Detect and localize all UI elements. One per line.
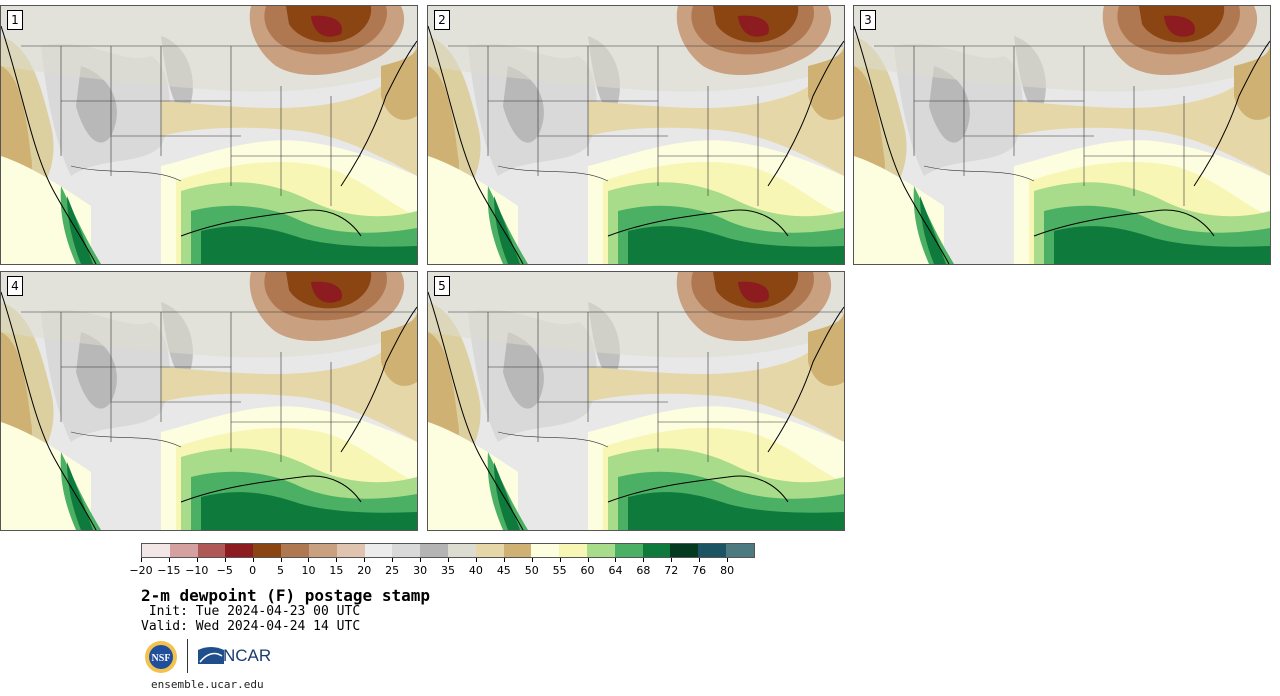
colorbar	[141, 543, 755, 558]
colorbar-tick	[168, 558, 170, 562]
stamp-number-2: 2	[434, 10, 450, 30]
nsf-logo-icon: NSF	[145, 641, 177, 673]
colorbar-segment-21	[726, 544, 754, 557]
dewpoint-map-2	[428, 6, 844, 264]
colorbar-segment-14	[531, 544, 560, 557]
colorbar-tick-label: 10	[301, 564, 316, 577]
stamp-number-5: 5	[434, 276, 450, 296]
colorbar-segment-2	[197, 544, 226, 557]
colorbar-tick	[141, 558, 142, 562]
dewpoint-map-1	[1, 6, 417, 264]
ncar-mark-icon	[198, 647, 224, 664]
colorbar-tick	[727, 558, 729, 562]
colorbar-tick-label: 72	[664, 564, 679, 577]
logos: NSF NCAR	[144, 638, 284, 674]
colorbar-segment-17	[614, 544, 643, 557]
colorbar-tick	[196, 558, 198, 562]
colorbar-tick-label: −5	[216, 564, 233, 577]
website-link[interactable]: ensemble.ucar.edu	[151, 678, 264, 691]
postage-stamp-1: 1	[0, 5, 418, 265]
dewpoint-map-4	[1, 272, 417, 530]
postage-stamp-5: 5	[427, 271, 845, 531]
colorbar-segment-4	[253, 544, 282, 557]
stamp-number-4: 4	[7, 276, 23, 296]
colorbar-tick-label: 76	[692, 564, 707, 577]
colorbar-tick	[364, 558, 366, 562]
plot-title: 2-m dewpoint (F) postage stamp	[141, 586, 430, 605]
stamp-number-1: 1	[7, 10, 23, 30]
colorbar-tick-label: 25	[385, 564, 400, 577]
colorbar-tick	[615, 558, 617, 562]
colorbar-segment-20	[698, 544, 727, 557]
colorbar-tick-label: 64	[608, 564, 623, 577]
svg-text:NSF: NSF	[152, 653, 171, 664]
colorbar-tick-label: 20	[357, 564, 372, 577]
colorbar-segment-5	[281, 544, 309, 557]
colorbar-tick-label: 68	[636, 564, 651, 577]
colorbar-tick-label: 15	[329, 564, 344, 577]
colorbar-tick-label: 60	[580, 564, 595, 577]
colorbar-tick	[336, 558, 338, 562]
colorbar-tick	[671, 558, 673, 562]
colorbar-tick	[559, 558, 561, 562]
colorbar-segment-9	[392, 544, 421, 557]
colorbar-segment-1	[169, 544, 198, 557]
colorbar-segment-0	[142, 544, 170, 557]
colorbar-tick-label: 40	[468, 564, 483, 577]
postage-stamp-4: 4	[0, 271, 418, 531]
logo-divider	[187, 639, 188, 673]
colorbar-segment-3	[225, 544, 254, 557]
colorbar-tick-label: 80	[720, 564, 735, 577]
colorbar-tick-label: 55	[552, 564, 567, 577]
colorbar-tick	[448, 558, 449, 562]
colorbar-tick	[280, 558, 282, 562]
colorbar-tick-label: 45	[496, 564, 511, 577]
dewpoint-map-3	[854, 6, 1270, 264]
colorbar-tick-label: 0	[249, 564, 257, 577]
postage-stamp-3: 3	[853, 5, 1271, 265]
colorbar-tick-label: 5	[277, 564, 285, 577]
colorbar-tick-label: 50	[524, 564, 539, 577]
colorbar-tick	[252, 558, 254, 562]
colorbar-tick-label: −15	[157, 564, 181, 577]
colorbar-segment-12	[475, 544, 504, 557]
colorbar-tick-label: 35	[441, 564, 455, 577]
colorbar-segment-15	[559, 544, 587, 557]
colorbar-tick-label: 30	[413, 564, 428, 577]
colorbar-tick	[531, 558, 533, 562]
colorbar-tick	[587, 558, 589, 562]
colorbar-tick-label: −10	[185, 564, 209, 577]
colorbar-segment-7	[336, 544, 365, 557]
colorbar-segment-18	[642, 544, 671, 557]
dewpoint-map-5	[428, 272, 844, 530]
colorbar-segment-10	[420, 544, 448, 557]
colorbar-tick-label: −20	[129, 564, 153, 577]
colorbar-tick	[308, 558, 310, 562]
ncar-logo-text: NCAR	[223, 646, 272, 665]
colorbar-ticks: −20 −15 −10 −5 0 5 10 15 20 25 30 35 40 45 50 55 60 64 68 7…	[129, 558, 755, 580]
postage-stamp-2: 2	[427, 5, 845, 265]
colorbar-tick	[475, 558, 477, 562]
stamp-number-3: 3	[860, 10, 876, 30]
colorbar-segment-19	[670, 544, 699, 557]
colorbar-segment-16	[587, 544, 615, 557]
colorbar-tick	[503, 558, 505, 562]
init-time: Init: Tue 2024-04-23 00 UTC	[141, 604, 361, 619]
colorbar-segment-8	[364, 544, 393, 557]
colorbar-tick	[643, 558, 645, 562]
colorbar-segment-13	[503, 544, 532, 557]
colorbar-tick	[392, 558, 394, 562]
colorbar-tick	[699, 558, 701, 562]
colorbar-tick	[420, 558, 422, 562]
colorbar-segment-11	[447, 544, 476, 557]
colorbar-segment-6	[308, 544, 337, 557]
colorbar-tick	[224, 558, 226, 562]
valid-time: Valid: Wed 2024-04-24 14 UTC	[141, 619, 361, 634]
